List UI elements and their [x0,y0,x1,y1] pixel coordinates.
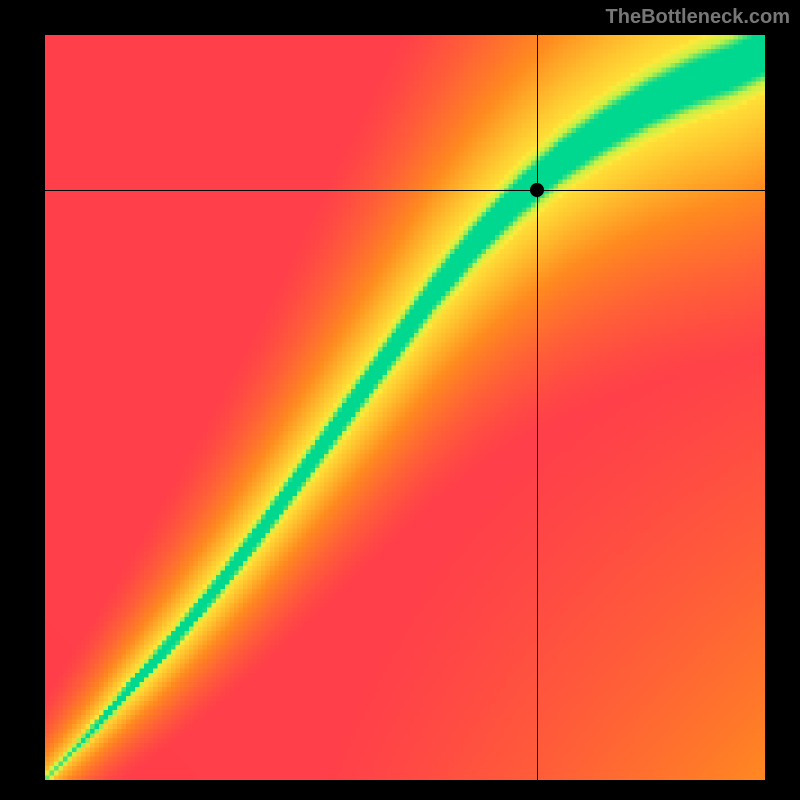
watermark: TheBottleneck.com [606,6,790,29]
crosshair-horizontal [45,190,765,191]
bottleneck-heatmap [45,35,765,780]
heatmap-canvas [45,35,765,780]
crosshair-marker [530,183,544,197]
crosshair-vertical [537,35,538,780]
